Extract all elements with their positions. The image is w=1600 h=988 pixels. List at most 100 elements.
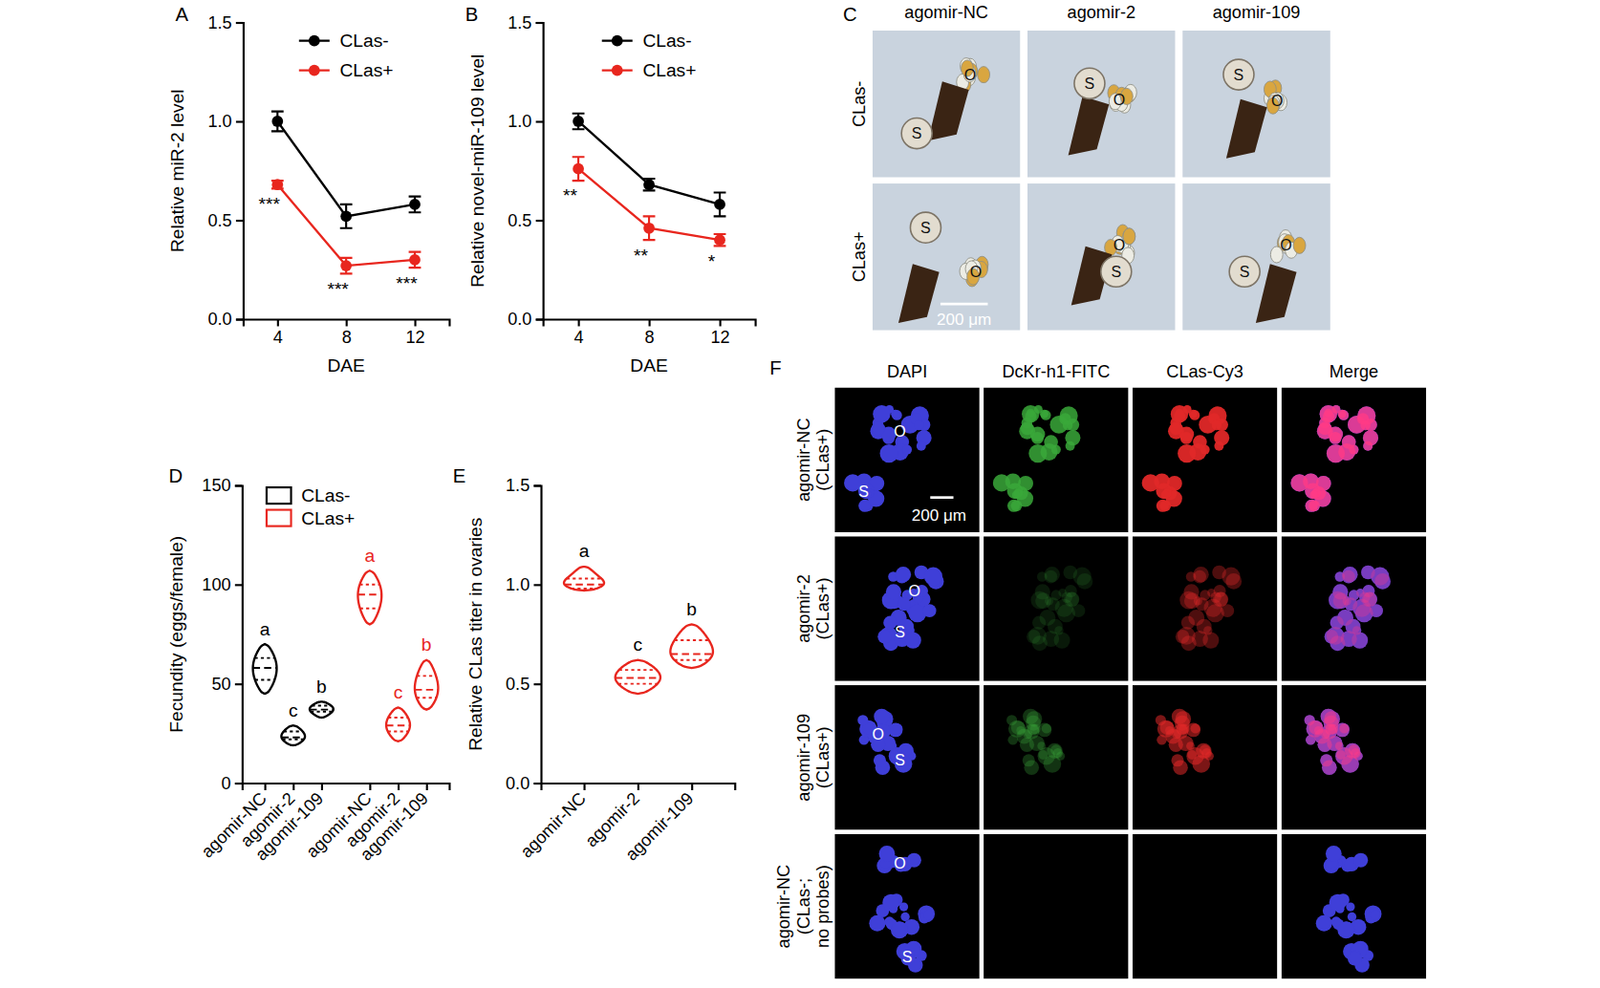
- tick-mark: [321, 783, 324, 791]
- stained-tissue: [1321, 724, 1338, 740]
- error-bar: [572, 113, 585, 130]
- stained-tissue: [1062, 420, 1074, 432]
- series-line: [578, 169, 720, 241]
- region-label: O: [1113, 91, 1125, 109]
- tick-label: 0.0: [505, 774, 530, 794]
- annotation: ***: [395, 273, 418, 294]
- stained-tissue: [1316, 915, 1333, 932]
- image-cell: [983, 834, 1129, 980]
- image-cell: [1132, 834, 1278, 980]
- scale-bar-label: 200 μm: [911, 506, 967, 525]
- stained-tissue: [1032, 616, 1046, 630]
- stained-tissue: [868, 915, 886, 932]
- image-background: [834, 387, 980, 533]
- region-label: O: [1279, 237, 1292, 254]
- tick: agomir-109: [356, 783, 433, 865]
- image-cell: [834, 685, 980, 831]
- row-header-group: agomir-109(CLas+): [794, 713, 833, 802]
- image-background: [1132, 387, 1278, 533]
- stained-tissue: [1324, 629, 1340, 645]
- tick-mark: [536, 120, 543, 123]
- image-background: [983, 536, 1129, 682]
- stained-tissue: [1345, 619, 1362, 635]
- region-label: S: [858, 483, 869, 500]
- spermatheca: [909, 212, 941, 243]
- axis-line: [235, 485, 243, 784]
- stained-tissue: [1064, 584, 1078, 598]
- stained-tissue: [1332, 583, 1348, 600]
- stained-tissue: [1044, 566, 1060, 583]
- tick-mark: [235, 583, 242, 586]
- stained-tissue: [895, 566, 911, 583]
- y-axis-title: Relative miR-2 level: [167, 88, 188, 253]
- stained-tissue: [1022, 754, 1036, 767]
- tick-label: 1.5: [505, 475, 530, 496]
- significance-letter: b: [421, 634, 433, 655]
- stained-tissue: [1175, 629, 1190, 645]
- significance-letter: b: [686, 599, 697, 620]
- column-header: agomir-109: [1212, 2, 1301, 22]
- stained-tissue: [1028, 444, 1047, 463]
- tick-mark: [236, 318, 243, 321]
- legend-label: CLas-: [642, 30, 692, 51]
- tick-label: 50: [211, 674, 231, 694]
- tick-mark: [236, 120, 243, 123]
- marker: [271, 115, 283, 128]
- axis: 4812: [543, 319, 757, 347]
- stained-tissue: [1341, 566, 1358, 583]
- image-background: [1182, 183, 1331, 331]
- tick-mark: [637, 783, 640, 791]
- y-axis-title: Fecundity (eggs/female): [166, 536, 187, 734]
- annotation: **: [562, 185, 578, 206]
- quartile-line: [571, 587, 597, 590]
- stained-tissue: [1330, 616, 1344, 630]
- stained-tissue: [1345, 619, 1362, 635]
- x-axis-title: DAE: [629, 355, 668, 376]
- median-line: [615, 676, 661, 679]
- image-cell: [1132, 685, 1278, 831]
- stained-tissue: [1320, 709, 1337, 725]
- plot-area: [253, 570, 439, 746]
- tick: 0.0: [207, 309, 243, 329]
- legend-label: CLas-: [339, 30, 389, 51]
- image-cell: [983, 536, 1129, 682]
- stained-tissue: [1050, 744, 1061, 756]
- image-background: [1281, 834, 1428, 980]
- panel-label: A: [175, 3, 190, 25]
- error-bar: [643, 216, 656, 240]
- significance-letter: c: [393, 682, 404, 703]
- stained-tissue: [1348, 445, 1359, 455]
- region-label: O: [970, 263, 982, 281]
- axis-line: [533, 485, 541, 784]
- stained-tissue: [1309, 491, 1319, 500]
- stained-tissue: [1330, 616, 1344, 630]
- quartile-line: [566, 578, 603, 581]
- significance-letter: b: [316, 676, 327, 697]
- spermatheca: [1101, 256, 1132, 287]
- region-label: O: [1113, 237, 1125, 254]
- region-label: O: [964, 66, 976, 84]
- image-background: [834, 685, 980, 831]
- stained-tissue: [1022, 709, 1038, 725]
- stained-tissue: [1211, 420, 1223, 432]
- stained-tissue: [1362, 584, 1375, 598]
- quartile-line: [388, 716, 409, 719]
- violin: [253, 644, 278, 694]
- axis: agomir-NCagomir-2agomir-109agomir-NCagom…: [197, 783, 451, 865]
- image-cell: [834, 387, 980, 533]
- tick-mark: [235, 683, 242, 686]
- image-cell: [1182, 183, 1331, 331]
- marker: [409, 198, 421, 211]
- image-background: [1132, 536, 1278, 682]
- tick: 12: [405, 319, 425, 347]
- tick-mark: [578, 319, 581, 326]
- tick-mark: [536, 219, 543, 222]
- legend: CLas-CLas+: [602, 30, 697, 81]
- annotation: *: [708, 251, 716, 272]
- egg: [1293, 237, 1306, 254]
- stained-tissue: [1155, 714, 1167, 726]
- image-background: [1182, 30, 1331, 178]
- panel-label: F: [769, 357, 781, 379]
- marker: [340, 259, 352, 272]
- ovipositor: [1068, 96, 1110, 156]
